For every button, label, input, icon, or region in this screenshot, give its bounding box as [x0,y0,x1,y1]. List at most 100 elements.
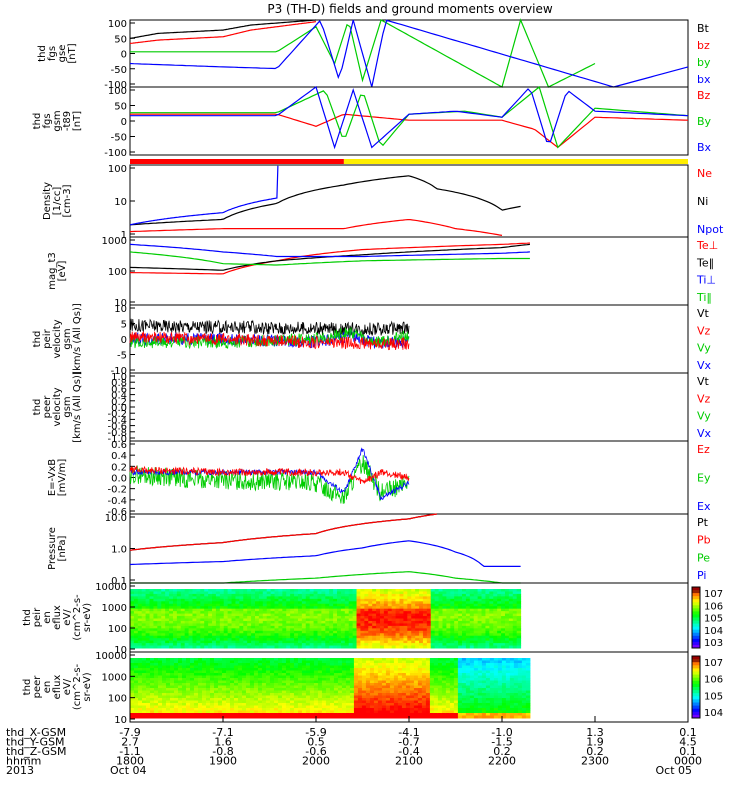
heatmap-cell [465,678,471,681]
heatmap-cell [449,683,455,686]
heatmap-cell [508,630,514,634]
heatmap-cell [377,710,383,714]
heatmap-cell [454,628,459,632]
heatmap-cell [450,613,455,617]
heatmap-cell [344,618,350,622]
heatmap-cell [180,593,186,597]
heatmap-cell [261,685,267,689]
y-axis-label: fgs [47,46,58,61]
heatmap-cell [403,625,408,629]
heatmap-cell [364,645,369,649]
heatmap-cell [365,673,371,676]
heatmap-cell [165,700,171,704]
heatmap-cell [197,685,203,689]
heatmap-cell [381,688,387,691]
heatmap-cell [426,625,432,629]
heatmap-cell [477,675,483,679]
heatmap-cell [399,591,404,595]
heatmap-cell [293,673,299,676]
heatmap-cell [165,620,170,624]
heatmap-cell [130,591,135,595]
heatmap-cell [173,673,179,676]
heatmap-cell [430,616,436,619]
heatmap-cell [369,700,375,704]
heatmap-cell [309,616,315,619]
heatmap-cell [405,665,411,669]
heatmap-cell [426,606,432,610]
heatmap-cell [305,710,311,714]
heatmap-cell [215,589,221,592]
heatmap-cell [196,603,201,607]
colorbar-cell [692,590,700,594]
heatmap-cell [221,703,227,706]
heatmap-cell [441,690,447,694]
heatmap-cell [223,616,229,619]
heatmap-cell [217,665,223,669]
heatmap-cell [493,703,499,706]
heatmap-cell [133,596,139,600]
heatmap-cell [145,708,151,711]
heatmap-cell [229,690,235,694]
heatmap-cell [309,695,315,699]
heatmap-cell [453,685,459,689]
heatmap-cell [317,633,322,637]
heatmap-cell [285,700,291,704]
heatmap-cell [501,625,506,629]
heatmap-cell [262,603,268,607]
heatmap-cell [497,591,502,595]
heatmap-cell [281,713,287,716]
heatmap-cell [393,685,399,689]
heatmap-cell [141,640,147,644]
heatmap-cell [297,698,303,701]
heatmap-cell [305,613,311,617]
heatmap-cell [317,596,322,600]
heatmap-cell [325,663,331,666]
y-axis-label: thd [32,331,43,348]
y-axis-label: thd [22,609,33,626]
heatmap-cell [329,693,335,696]
heatmap-cell [397,663,403,666]
heatmap-cell [231,598,236,602]
heatmap-cell [305,596,311,600]
heatmap-cell [509,670,515,674]
series-Npot [129,165,279,226]
heatmap-cell [454,593,459,597]
heatmap-cell [421,705,427,709]
heatmap-cell [377,658,383,661]
heatmap-cell [169,630,174,634]
heatmap-cell [301,668,307,671]
heatmap-cell [305,660,311,664]
heatmap-cell [189,713,195,716]
heatmap-cell [458,596,463,600]
heatmap-cell [411,603,416,607]
y-tick-label: -1.0 [107,434,127,445]
heatmap-cell [438,643,443,647]
heatmap-cell [249,690,255,694]
heatmap-cell [368,633,373,637]
heatmap-cell [368,618,373,622]
heatmap-cell [169,668,175,671]
heatmap-cell [504,633,510,637]
heatmap-cell [469,698,475,701]
heatmap-cell [457,680,463,684]
heatmap-cell [247,611,252,615]
heatmap-cell [383,618,389,622]
heatmap-cell [204,633,209,637]
heatmap-cell [337,673,343,676]
series-Ni [129,175,521,226]
heatmap-cell [321,608,326,612]
heatmap-cell [407,645,412,649]
heatmap-cell [289,678,295,681]
heatmap-cell [273,670,279,674]
heatmap-cell [208,596,213,600]
heatmap-cell [285,715,291,719]
heatmap-cell [145,638,151,642]
heatmap-cell [477,670,483,674]
heatmap-cell [169,620,174,624]
heatmap-cell [325,618,330,622]
heatmap-cell [293,698,299,701]
heatmap-cell [133,703,139,706]
heatmap-cell [473,715,479,719]
heatmap-cell [192,598,197,602]
heatmap-cell [209,705,215,709]
